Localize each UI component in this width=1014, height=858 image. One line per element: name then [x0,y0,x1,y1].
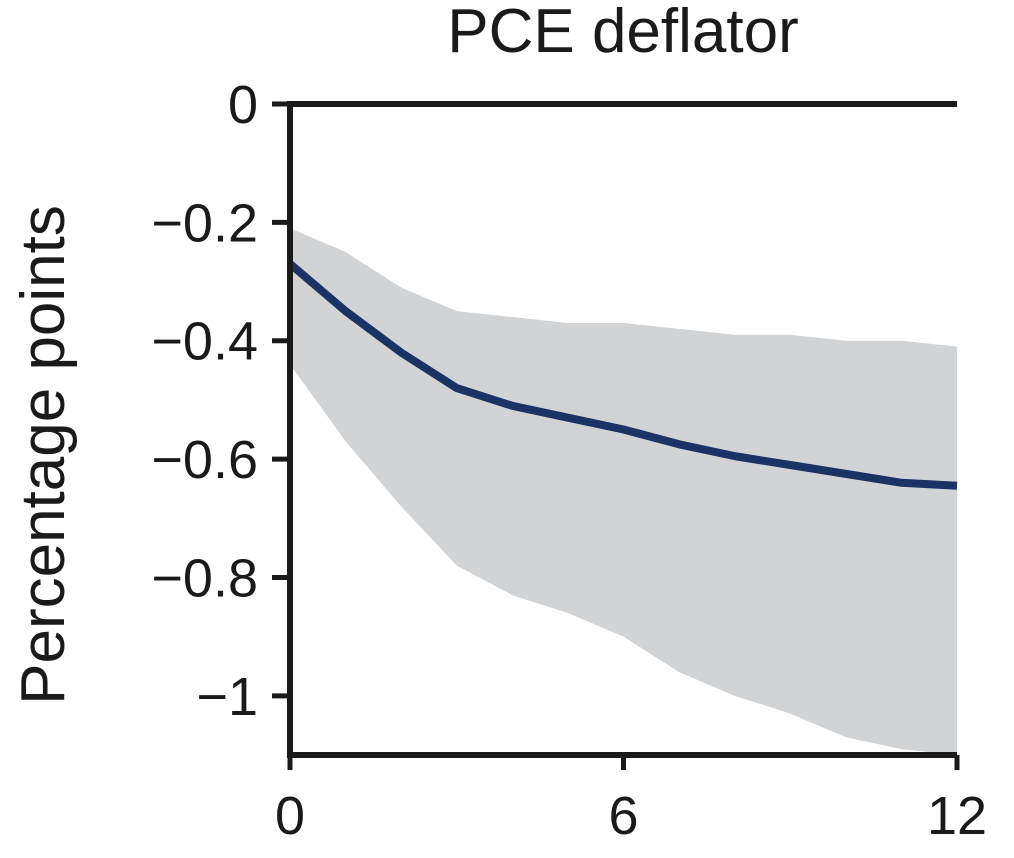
chart-title: PCE deflator [447,0,799,66]
series-line-layer [287,260,958,490]
x-tick-label: 0 [275,786,305,846]
confidence-band [290,228,957,756]
y-tick-label: −0.6 [151,430,258,490]
confidence-band-layer [290,228,957,756]
tick-labels-layer: 0 −0.2 −0.4 −0.6 −0.8 −1 0 6 12 [151,75,987,846]
y-tick-label: −0.4 [151,312,258,372]
y-tick-label: 0 [228,75,258,135]
y-tick-label: −0.8 [151,548,258,608]
y-axis-label: Percentage points [9,205,78,705]
x-tick-label: 6 [608,786,638,846]
y-tick-label: −1 [196,667,258,727]
x-tick-label: 12 [927,786,987,846]
y-tick-label: −0.2 [151,193,258,253]
